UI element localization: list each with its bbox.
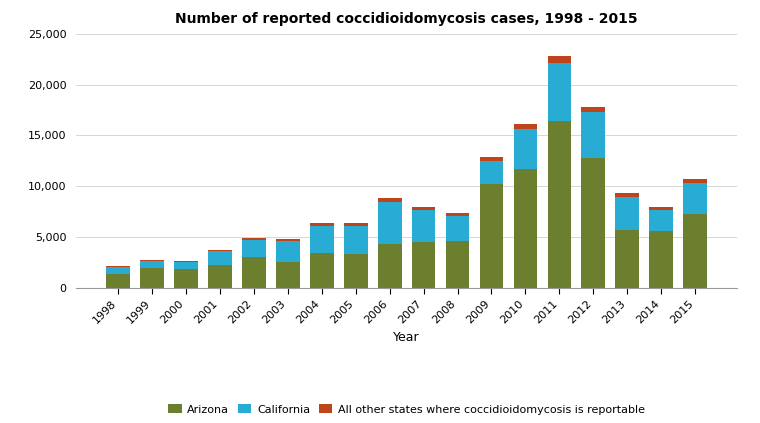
Bar	[480, 157, 503, 161]
Bar	[445, 241, 470, 288]
Bar	[412, 207, 435, 211]
Bar	[378, 198, 401, 202]
Bar	[378, 202, 401, 244]
Bar	[445, 216, 470, 241]
Bar	[683, 183, 707, 214]
Bar	[649, 211, 673, 231]
Bar	[310, 253, 334, 288]
Bar	[480, 161, 503, 184]
Bar	[445, 212, 470, 216]
Bar	[581, 112, 605, 158]
Bar	[547, 56, 572, 63]
Bar	[344, 222, 368, 226]
Bar	[140, 261, 164, 268]
Bar	[242, 240, 266, 257]
Bar	[276, 241, 299, 262]
Bar	[378, 244, 401, 288]
Bar	[649, 207, 673, 211]
Legend: Arizona, California, All other states where coccidioidomycosis is reportable: Arizona, California, All other states wh…	[164, 400, 649, 419]
Bar	[140, 260, 164, 261]
Bar	[106, 266, 130, 267]
Bar	[514, 129, 537, 169]
X-axis label: Year: Year	[393, 331, 420, 344]
Bar	[547, 121, 572, 288]
Bar	[412, 211, 435, 242]
Bar	[174, 269, 198, 288]
Bar	[514, 169, 537, 288]
Bar	[616, 197, 639, 230]
Bar	[581, 158, 605, 288]
Bar	[344, 226, 368, 254]
Bar	[174, 261, 198, 262]
Bar	[581, 107, 605, 112]
Bar	[514, 124, 537, 129]
Bar	[242, 257, 266, 288]
Bar	[106, 267, 130, 275]
Bar	[480, 184, 503, 288]
Bar	[106, 275, 130, 288]
Bar	[208, 250, 232, 251]
Bar	[310, 226, 334, 253]
Bar	[208, 265, 232, 288]
Bar	[174, 262, 198, 269]
Bar	[310, 222, 334, 226]
Bar	[276, 262, 299, 288]
Bar	[649, 231, 673, 288]
Bar	[208, 251, 232, 265]
Bar	[547, 63, 572, 121]
Bar	[344, 254, 368, 288]
Bar	[683, 179, 707, 183]
Bar	[683, 214, 707, 288]
Bar	[140, 268, 164, 288]
Bar	[412, 242, 435, 288]
Bar	[616, 230, 639, 288]
Bar	[616, 193, 639, 197]
Title: Number of reported coccidioidomycosis cases, 1998 - 2015: Number of reported coccidioidomycosis ca…	[176, 12, 638, 26]
Bar	[276, 239, 299, 241]
Bar	[242, 238, 266, 240]
